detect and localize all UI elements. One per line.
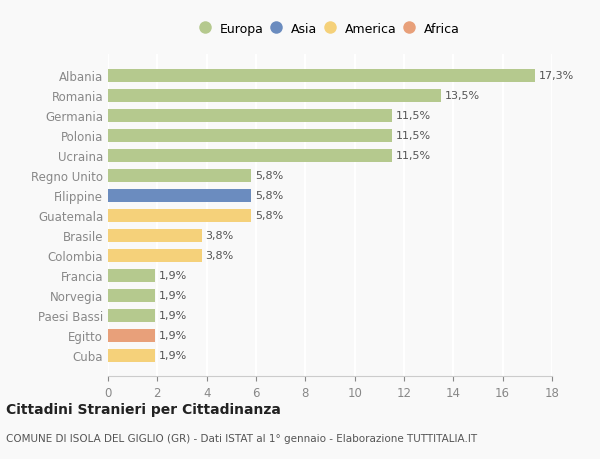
Text: 1,9%: 1,9% xyxy=(158,270,187,280)
Bar xyxy=(108,90,441,102)
Bar xyxy=(108,349,155,362)
Text: 17,3%: 17,3% xyxy=(538,71,574,81)
Text: 1,9%: 1,9% xyxy=(158,291,187,301)
Text: 3,8%: 3,8% xyxy=(205,251,233,261)
Text: 1,9%: 1,9% xyxy=(158,350,187,360)
Text: 5,8%: 5,8% xyxy=(255,211,283,221)
Bar xyxy=(108,70,535,83)
Bar xyxy=(108,309,155,322)
Bar xyxy=(108,269,155,282)
Bar xyxy=(108,150,392,162)
Text: 5,8%: 5,8% xyxy=(255,171,283,181)
Text: 1,9%: 1,9% xyxy=(158,330,187,340)
Bar xyxy=(108,169,251,182)
Text: Cittadini Stranieri per Cittadinanza: Cittadini Stranieri per Cittadinanza xyxy=(6,402,281,416)
Bar xyxy=(108,189,251,202)
Bar xyxy=(108,249,202,262)
Text: 1,9%: 1,9% xyxy=(158,310,187,320)
Bar xyxy=(108,110,392,123)
Text: 5,8%: 5,8% xyxy=(255,191,283,201)
Bar xyxy=(108,329,155,342)
Text: 13,5%: 13,5% xyxy=(445,91,480,101)
Text: 11,5%: 11,5% xyxy=(395,151,430,161)
Bar xyxy=(108,129,392,142)
Text: 11,5%: 11,5% xyxy=(395,111,430,121)
Bar xyxy=(108,229,202,242)
Bar xyxy=(108,289,155,302)
Bar xyxy=(108,209,251,222)
Text: COMUNE DI ISOLA DEL GIGLIO (GR) - Dati ISTAT al 1° gennaio - Elaborazione TUTTIT: COMUNE DI ISOLA DEL GIGLIO (GR) - Dati I… xyxy=(6,433,477,442)
Text: 11,5%: 11,5% xyxy=(395,131,430,141)
Text: 3,8%: 3,8% xyxy=(205,231,233,241)
Legend: Europa, Asia, America, Africa: Europa, Asia, America, Africa xyxy=(196,20,464,40)
